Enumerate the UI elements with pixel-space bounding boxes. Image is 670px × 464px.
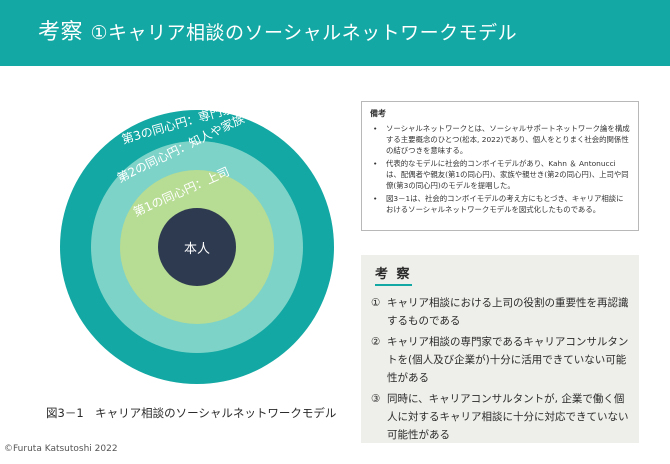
discussion-item-number: ② bbox=[371, 336, 381, 348]
discussion-item-number: ③ bbox=[371, 393, 381, 405]
discussion-item-text: キャリア相談における上司の役割の重要性を再認識するものである bbox=[387, 297, 629, 327]
notes-box: 備考 ソーシャルネットワークとは、ソーシャルサポートネットワーク論を構成する主要… bbox=[361, 101, 639, 231]
discussion-item: ③ 同時に、キャリアコンサルタントが, 企業で働く個人に対するキャリア相談に十分… bbox=[371, 390, 629, 444]
discussion-item-number: ① bbox=[371, 297, 381, 309]
discussion-item-text: キャリア相談の専門家であるキャリアコンサルタントを(個人及び企業が)十分に活用で… bbox=[387, 336, 629, 384]
figure-caption: 図3－1 キャリア相談のソーシャルネットワークモデル bbox=[46, 406, 337, 420]
title-sub: ①キャリア相談のソーシャルネットワークモデル bbox=[90, 22, 518, 44]
center-label: 本人 bbox=[183, 241, 210, 257]
notes-item: 代表的なモデルに社会的コンボイモデルがあり、Kahn ＆ Antonucciは、… bbox=[370, 158, 630, 191]
discussion-item: ① キャリア相談における上司の役割の重要性を再認識するものである bbox=[371, 294, 629, 330]
notes-item: ソーシャルネットワークとは、ソーシャルサポートネットワーク論を構成する主要概念の… bbox=[370, 123, 630, 156]
discussion-panel: 考 察 ① キャリア相談における上司の役割の重要性を再認識するものである ② キ… bbox=[361, 255, 639, 443]
notes-title: 備考 bbox=[370, 109, 386, 118]
discussion-list: ① キャリア相談における上司の役割の重要性を再認識するものである ② キャリア相… bbox=[371, 294, 629, 444]
discussion-item: ② キャリア相談の専門家であるキャリアコンサルタントを(個人及び企業が)十分に活… bbox=[371, 333, 629, 387]
center-self bbox=[158, 208, 236, 286]
header-bar: 考察 ①キャリア相談のソーシャルネットワークモデル bbox=[0, 0, 670, 66]
concentric-circle-diagram: 本人 第3の同心円：専門家 第2の同心円：知人や家族 第1の同心円：上司 bbox=[60, 101, 334, 384]
page-title: 考察 ①キャリア相談のソーシャルネットワークモデル bbox=[38, 18, 517, 48]
title-main: 考察 bbox=[38, 20, 84, 45]
notes-list: ソーシャルネットワークとは、ソーシャルサポートネットワーク論を構成する主要概念の… bbox=[370, 123, 630, 215]
discussion-title: 考 察 bbox=[375, 263, 412, 286]
notes-item: 図3－1は、社会的コンボイモデルの考え方にもとづき、キャリア相談におけるソーシャ… bbox=[370, 193, 630, 215]
discussion-item-text: 同時に、キャリアコンサルタントが, 企業で働く個人に対するキャリア相談に十分に対… bbox=[387, 393, 629, 441]
copyright-notice: ©Furuta Katsutoshi 2022 bbox=[4, 444, 118, 454]
